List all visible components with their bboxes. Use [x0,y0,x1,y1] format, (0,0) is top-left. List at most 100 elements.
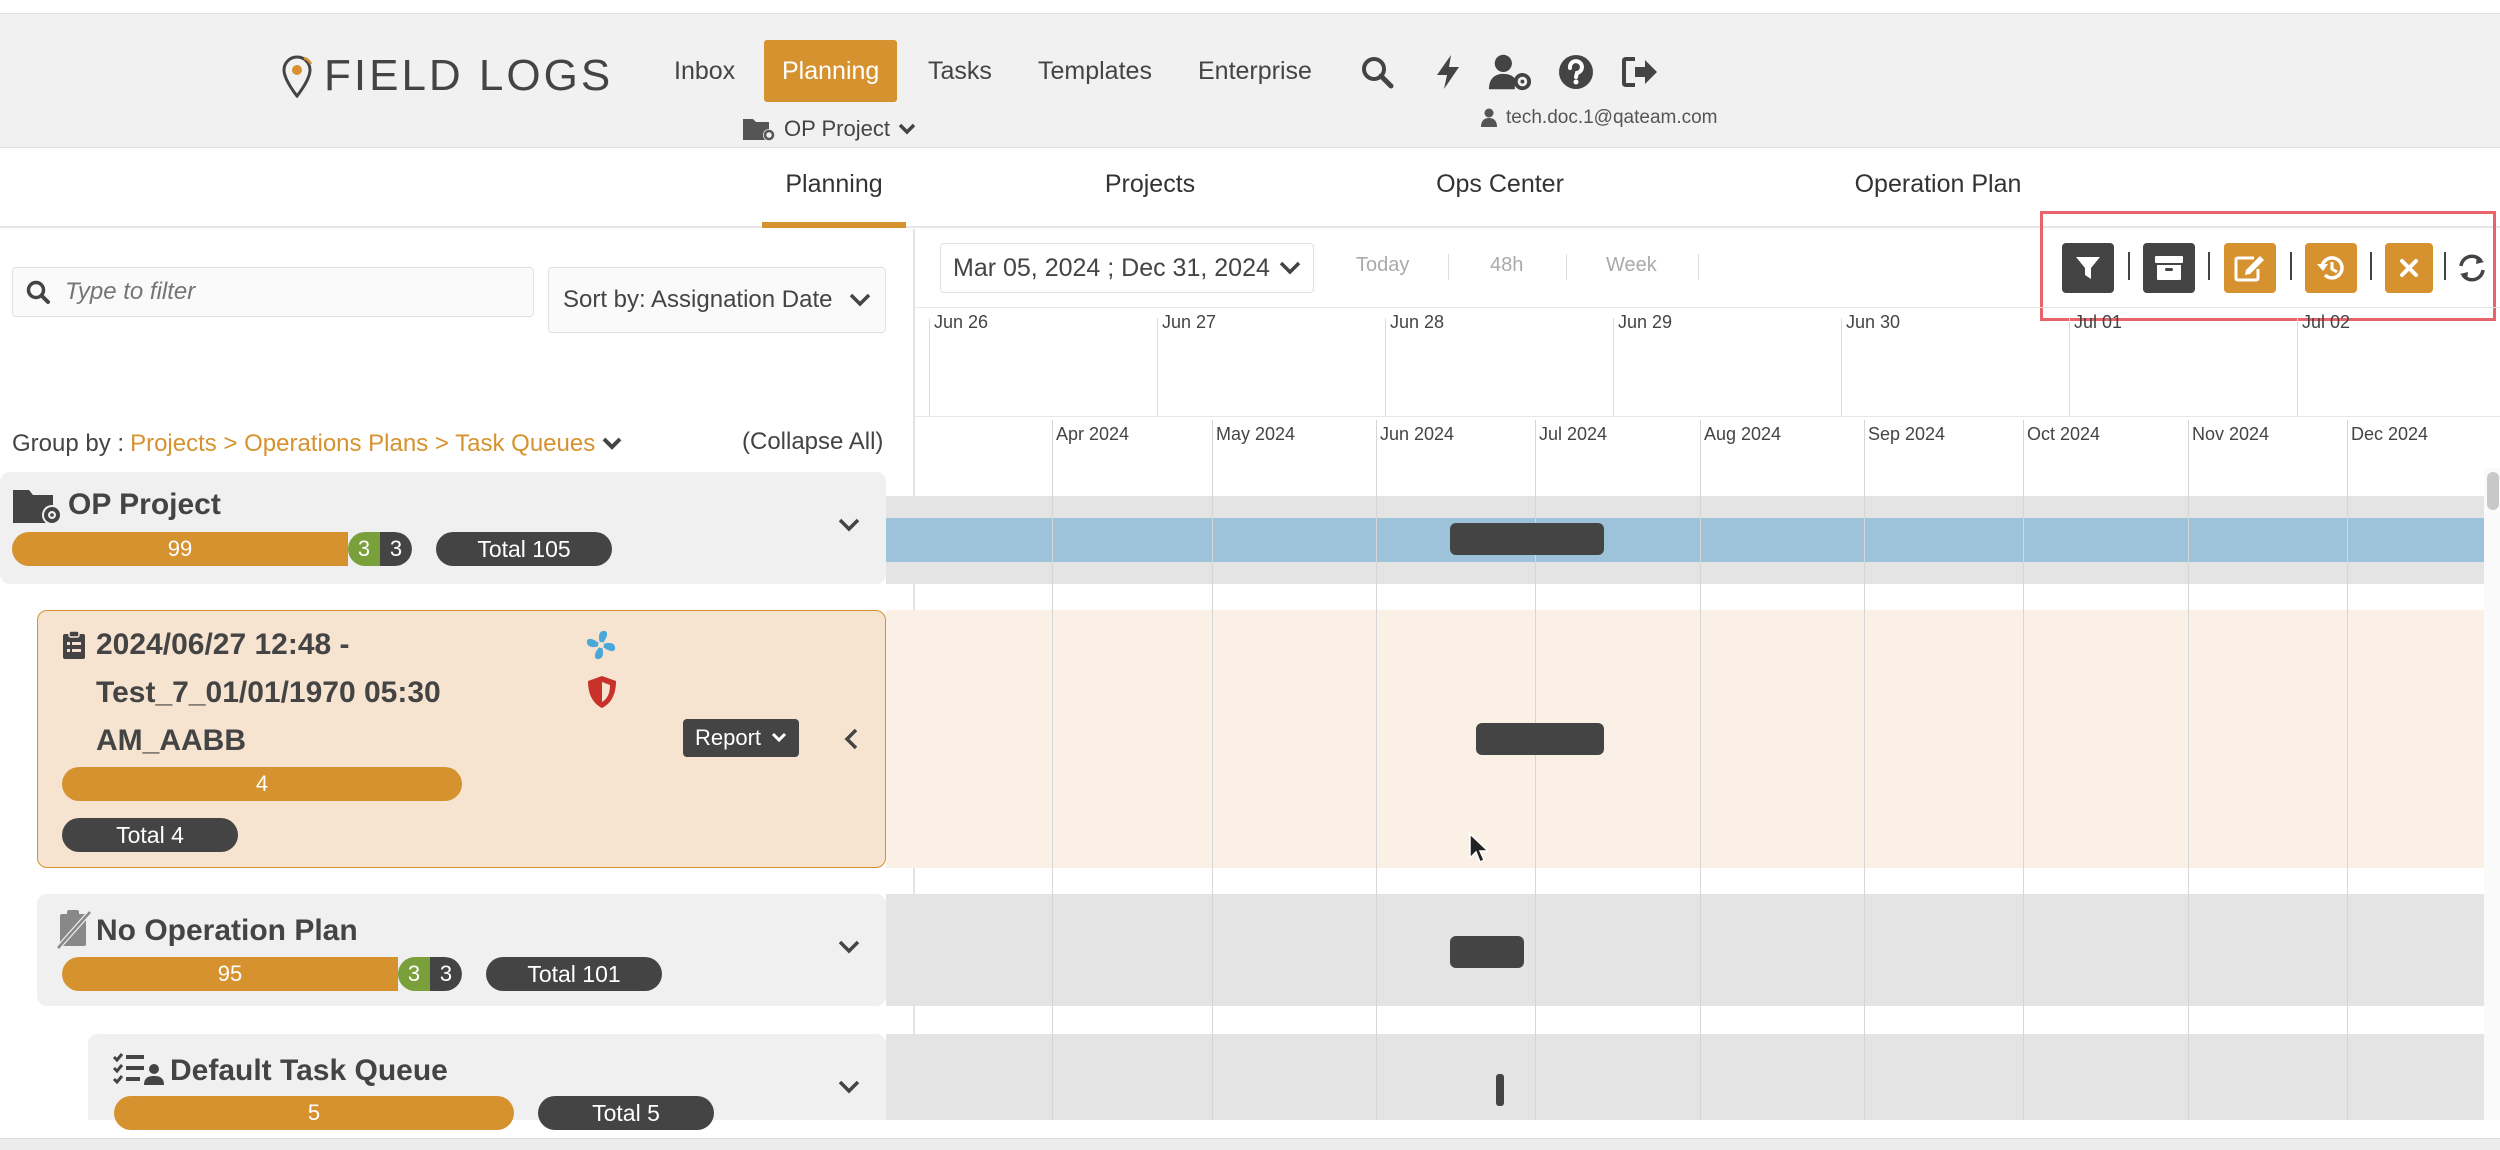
help-icon[interactable] [1554,50,1598,94]
queue-gantt-bar[interactable] [1496,1074,1504,1106]
nav-enterprise[interactable]: Enterprise [1198,57,1312,85]
nav-inbox[interactable]: Inbox [674,57,736,85]
progress-main: 95 [62,957,398,991]
tab-operation-plan[interactable]: Operation Plan [1854,170,2022,198]
progress-dark: 3 [430,957,462,991]
sub-tab-bar: Planning Projects Ops Center Operation P… [0,148,2500,228]
search-icon[interactable] [1355,50,1399,94]
group-by-path[interactable]: Projects > Operations Plans > Task Queue… [130,430,596,457]
project-selector[interactable]: OP Project [742,112,916,146]
folder-settings-icon [742,116,776,142]
day-gridline [2069,318,2070,416]
collapse-all-link[interactable]: (Collapse All) [742,428,884,455]
toolbar-separator [2128,252,2130,280]
divider [1448,254,1449,280]
chevron-down-icon[interactable] [834,1072,864,1102]
month-label: May 2024 [1216,424,1296,444]
plan-title-line3: AM_AABB [96,724,246,757]
project-select-label: OP Project [784,116,890,141]
chevron-down-icon [1279,260,1301,276]
date-range-select[interactable]: Mar 05, 2024 ; Dec 31, 2024 [940,243,1314,293]
divider [1698,254,1699,280]
queue-title: Default Task Queue [170,1054,448,1087]
day-label: Jun 26 [934,312,989,332]
day-scale [915,307,2500,417]
edit-button[interactable] [2224,243,2276,293]
search-icon [25,279,51,305]
filter-input[interactable] [65,278,505,306]
project-progress-bar: 99 3 3 [12,532,412,566]
month-gridline [1864,420,1865,1120]
history-button[interactable] [2305,243,2357,293]
toolbar-separator [2370,252,2372,280]
tab-planning[interactable]: Planning [762,148,906,228]
month-label: Apr 2024 [1056,424,1130,444]
lightning-icon[interactable] [1426,50,1470,94]
progress-green: 3 [348,532,380,566]
day-label: Jun 27 [1162,312,1217,332]
current-user: tech.doc.1@qateam.com [1480,104,1718,132]
day-gridline [2297,318,2298,416]
task-list-icon [112,1052,164,1086]
month-gridline [2188,420,2189,1120]
no-plan-gantt-bar[interactable] [1450,936,1524,968]
toolbar-separator [2290,252,2292,280]
user-icon [1480,108,1498,128]
day-gridline [1841,318,1842,416]
queue-progress-bar: 5 [114,1096,514,1130]
edit-icon [2234,254,2266,282]
month-label: Aug 2024 [1704,424,1782,444]
filter-button[interactable] [2062,243,2114,293]
sort-select[interactable]: Sort by: Assignation Date [548,267,886,333]
plan-gantt-bar[interactable] [1476,723,1604,755]
quick-today[interactable]: Today [1356,254,1410,276]
no-plan-icon [56,908,92,950]
group-by[interactable]: Group by : Projects > Operations Plans >… [12,428,623,460]
report-button[interactable]: Report [683,719,800,757]
scrollbar[interactable] [2484,468,2500,1120]
refresh-icon[interactable] [2454,250,2490,286]
month-label: Jun 2024 [1380,424,1455,444]
filter-box[interactable] [12,267,534,317]
top-edge [0,0,2500,14]
progress-green: 3 [398,957,430,991]
app-logo[interactable]: FIELD LOGS [280,46,613,106]
nav-planning[interactable]: Planning [764,40,898,102]
project-span-bar[interactable] [886,518,2484,562]
plan-title-line2: Test_7_01/01/1970 05:30 [96,676,441,709]
month-label: Jul 2024 [1539,424,1608,444]
scrollbar-thumb[interactable] [2487,472,2499,510]
month-gridline [1052,420,1053,1120]
tab-ops-center[interactable]: Ops Center [1436,170,1564,198]
nav-tasks[interactable]: Tasks [928,57,992,85]
tab-projects[interactable]: Projects [1104,170,1196,198]
app-header [0,14,2500,148]
month-gridline [2347,420,2348,1120]
archive-button[interactable] [2143,243,2195,293]
close-button[interactable] [2385,243,2433,293]
logo-text: FIELD LOGS [324,51,614,100]
queue-row-bg [886,1034,2484,1120]
month-gridline [1212,420,1213,1120]
fan-icon [584,628,618,662]
day-label: Jul 02 [2302,312,2351,332]
no-plan-row-bg [886,894,2484,1006]
project-total-badge: Total 105 [436,532,612,566]
project-gantt-bar[interactable] [1450,523,1604,555]
report-label: Report [695,725,762,750]
chevron-down-icon[interactable] [601,436,623,452]
user-settings-icon[interactable] [1488,50,1532,94]
location-pin-icon [280,54,314,98]
chevron-down-icon[interactable] [834,932,864,962]
chevron-left-icon[interactable] [836,724,866,754]
logout-icon[interactable] [1618,50,1662,94]
day-label: Jun 28 [1390,312,1445,332]
day-gridline [1613,318,1614,416]
date-range-label: Mar 05, 2024 ; Dec 31, 2024 [953,253,1270,282]
chevron-down-icon[interactable] [834,510,864,540]
quick-48h[interactable]: 48h [1490,254,1524,276]
quick-week[interactable]: Week [1606,254,1657,276]
chevron-down-icon [898,122,916,136]
clipboard-icon [62,630,86,660]
nav-templates[interactable]: Templates [1038,57,1152,85]
